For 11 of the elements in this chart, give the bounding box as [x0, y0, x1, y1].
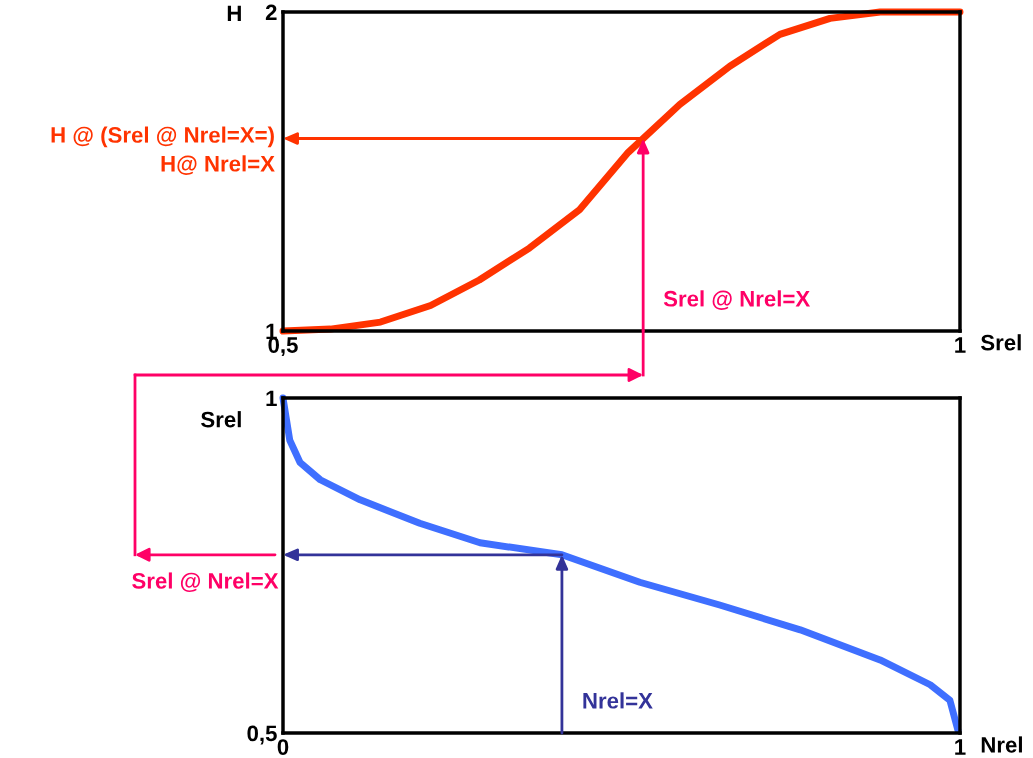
annotation: Nrel=X: [583, 692, 653, 709]
y-tick-label: 1: [266, 390, 277, 407]
text: H @ (Srel @ Nrel=X=) H@ Nrel=X: [51, 126, 275, 175]
x-tick-label: 0: [277, 739, 289, 755]
annotation: Srel @ Nrel=X: [663, 290, 811, 310]
y-axis-title: H: [227, 5, 241, 21]
text: Srel @ Nrel=X: [132, 572, 279, 593]
y-axis-title: Srel: [201, 411, 241, 428]
x-axis-title: Srel: [980, 334, 1021, 351]
x-axis-title: Nrel: [981, 736, 1022, 753]
y-tick-label: 2: [265, 4, 277, 21]
